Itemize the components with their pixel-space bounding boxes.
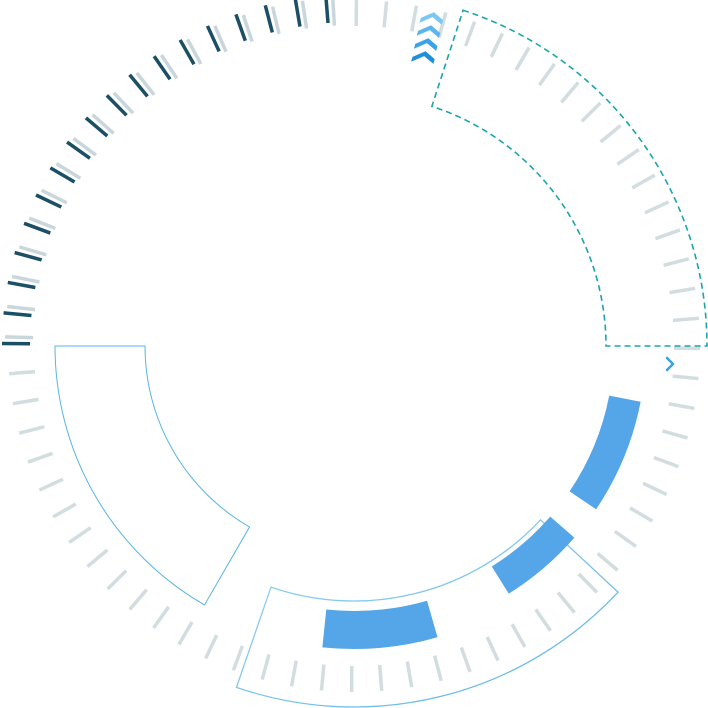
tick-inactive bbox=[106, 569, 128, 591]
chevron-icon bbox=[416, 25, 441, 38]
tick-inactive bbox=[489, 32, 504, 58]
tick-shadow bbox=[11, 274, 40, 284]
tick-inactive bbox=[68, 526, 92, 544]
tick-active bbox=[14, 250, 43, 262]
tick-active bbox=[3, 311, 32, 318]
tick-inactive bbox=[463, 21, 477, 47]
tick-active bbox=[66, 140, 91, 160]
dashed-sector-frame bbox=[430, 9, 708, 347]
tick-shadow bbox=[241, 14, 254, 43]
chevron-icon bbox=[411, 51, 435, 64]
tick-inactive bbox=[128, 588, 148, 611]
tick-inactive bbox=[377, 664, 384, 692]
tick-shadow bbox=[159, 54, 179, 80]
tick-active bbox=[152, 55, 172, 81]
tick-active bbox=[23, 221, 51, 235]
tick-inactive bbox=[38, 477, 64, 492]
tick-inactive bbox=[653, 455, 679, 469]
tick-inactive bbox=[27, 451, 54, 464]
tick-inactive bbox=[510, 623, 527, 648]
tick-inactive bbox=[599, 124, 622, 144]
tick-shadow bbox=[213, 25, 228, 53]
chevron-icon bbox=[419, 12, 444, 25]
tick-inactive bbox=[260, 654, 271, 681]
tick-inactive bbox=[613, 529, 638, 548]
tick-active bbox=[234, 13, 247, 42]
tick-shadow bbox=[28, 216, 56, 230]
tick-inactive bbox=[580, 101, 602, 123]
tick-inactive bbox=[405, 661, 414, 688]
filled-segment-right bbox=[569, 395, 641, 510]
tick-inactive bbox=[177, 621, 194, 646]
tick-inactive bbox=[631, 173, 656, 190]
tick-active bbox=[49, 166, 76, 184]
tick-inactive bbox=[663, 257, 690, 268]
tick-shadow bbox=[72, 137, 98, 157]
tick-active bbox=[324, 0, 330, 24]
tick-active bbox=[84, 116, 109, 138]
tick-inactive bbox=[644, 200, 670, 215]
tick-inactive bbox=[654, 228, 681, 241]
tick-shadow bbox=[55, 162, 82, 180]
bottom-sector-frame bbox=[235, 518, 619, 708]
tick-shadow bbox=[185, 38, 203, 65]
tick-inactive bbox=[616, 148, 640, 166]
tick-shadow bbox=[5, 335, 34, 340]
left-sector-frame bbox=[54, 345, 251, 606]
tick-shadow bbox=[135, 71, 156, 96]
tick-inactive bbox=[534, 608, 552, 632]
tick-shadow bbox=[112, 91, 135, 115]
tick-inactive bbox=[560, 81, 580, 104]
tick-inactive bbox=[86, 548, 109, 568]
small-chevron-icon bbox=[665, 356, 675, 372]
tick-active bbox=[7, 280, 36, 290]
tick-inactive bbox=[669, 286, 696, 295]
tick-shadow bbox=[331, 0, 337, 26]
tick-shadow bbox=[270, 6, 281, 35]
tick-inactive bbox=[629, 506, 654, 523]
tick-shadow bbox=[300, 0, 309, 29]
tick-inactive bbox=[52, 502, 77, 519]
tick-inactive bbox=[432, 655, 443, 682]
tick-inactive bbox=[577, 572, 599, 594]
chevron-stack-icon bbox=[411, 12, 444, 64]
tick-inactive bbox=[410, 5, 419, 32]
tick-inactive bbox=[596, 552, 619, 572]
tick-inactive bbox=[204, 634, 219, 660]
tick-shadow bbox=[91, 113, 115, 135]
tick-active bbox=[35, 193, 63, 209]
tick-active bbox=[205, 25, 221, 53]
tick-inactive bbox=[485, 636, 500, 662]
tick-active bbox=[293, 0, 302, 27]
tick-inactive bbox=[672, 316, 700, 323]
tick-inactive bbox=[18, 424, 45, 435]
tick-inactive bbox=[514, 46, 531, 71]
chevron-icon bbox=[413, 38, 438, 51]
tick-inactive bbox=[672, 374, 699, 381]
tick-active bbox=[263, 4, 275, 33]
tick-inactive bbox=[556, 591, 576, 614]
tick-active bbox=[105, 94, 128, 117]
tick-active bbox=[178, 39, 196, 66]
tick-inactive bbox=[289, 660, 298, 687]
tick-inactive bbox=[8, 369, 36, 376]
tick-inactive bbox=[319, 664, 326, 691]
tick-active bbox=[128, 73, 149, 98]
tick-inactive bbox=[231, 645, 245, 671]
filled-segment-lower-right bbox=[491, 516, 575, 594]
tick-inactive bbox=[668, 402, 695, 411]
tick-inactive bbox=[152, 605, 171, 630]
filled-segment-bottom bbox=[322, 600, 438, 649]
tick-shadow bbox=[40, 188, 68, 205]
tick-shadow bbox=[7, 304, 36, 312]
tick-inactive bbox=[382, 1, 389, 28]
tick-inactive bbox=[537, 62, 556, 87]
tick-inactive bbox=[12, 397, 39, 406]
tick-inactive bbox=[642, 481, 668, 496]
tick-shadow bbox=[18, 245, 47, 257]
tick-inactive bbox=[459, 646, 472, 673]
tick-inactive bbox=[662, 429, 689, 440]
